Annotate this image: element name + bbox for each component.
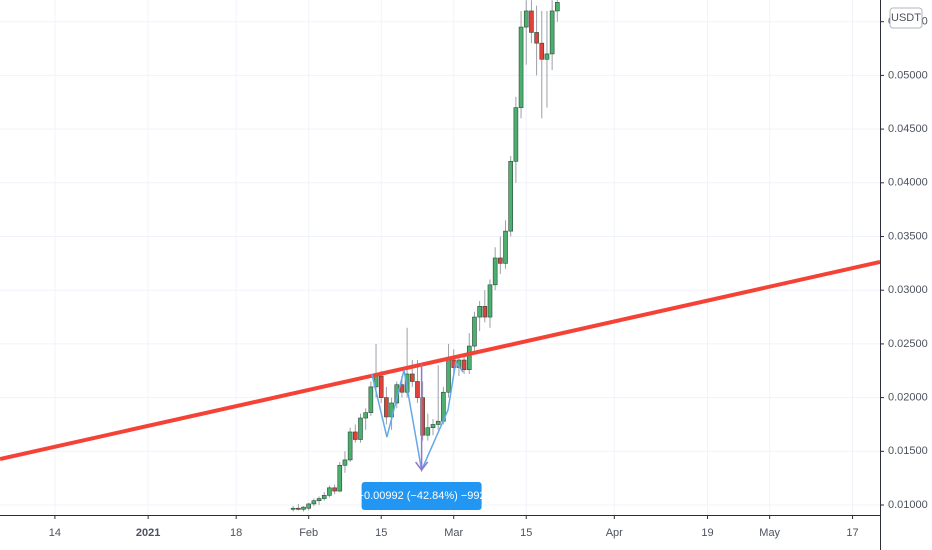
candle-body [508, 161, 514, 232]
x-tick-label: 19 [701, 527, 713, 539]
candle-body [472, 316, 477, 347]
candle-body [363, 412, 368, 419]
candle-body [555, 2, 560, 12]
grid [0, 0, 880, 515]
x-tick-label: Mar [444, 527, 463, 539]
trendline [0, 260, 881, 461]
candle-body [337, 464, 343, 492]
candle-body [446, 359, 451, 393]
candle-body [544, 53, 550, 60]
candle-body [466, 345, 472, 370]
candle-body [534, 32, 539, 44]
candle-body [529, 10, 534, 33]
candle-body [394, 384, 400, 404]
measure-label: −0.00992 (−42.84%) −992 [358, 490, 486, 502]
candle-body [518, 26, 524, 108]
candle-body [482, 306, 488, 318]
candle-body [296, 507, 301, 510]
candle-body [332, 487, 337, 492]
measure-arrow-head [415, 461, 429, 472]
candle-body [425, 427, 431, 436]
y-tick-label: 0.05000 [888, 69, 928, 81]
candle-body [342, 459, 348, 466]
candle-body [301, 506, 306, 510]
x-tick-label: Apr [606, 527, 623, 539]
x-tick-label: 17 [846, 527, 858, 539]
y-tick-label: 0.03000 [888, 284, 928, 296]
candle-body [409, 373, 415, 382]
candle-body [492, 257, 498, 286]
candle-body [503, 230, 508, 264]
candle-body [316, 498, 322, 502]
candle-body [549, 10, 555, 55]
candle-body [487, 284, 493, 318]
currency-label: USDT [891, 12, 921, 24]
candle-body [513, 107, 519, 162]
candle-body [404, 373, 410, 393]
candle-body [415, 381, 420, 398]
y-tick-label: 0.03500 [888, 230, 928, 242]
y-tick-label: 0.01000 [888, 499, 928, 511]
y-tick-label: 0.04000 [888, 177, 928, 189]
x-tick-label: Feb [299, 527, 318, 539]
x-tick-label: May [759, 527, 780, 539]
currency-badge [889, 7, 923, 29]
y-tick-label: 0.01500 [888, 445, 928, 457]
candle-body [498, 257, 503, 264]
candle-body [523, 10, 529, 28]
x-tick-label: 2021 [136, 527, 160, 539]
candle-body [461, 359, 467, 370]
candle-body [539, 42, 545, 60]
candle-body [430, 424, 436, 428]
candle-body [311, 500, 317, 505]
x-tick-label: 15 [520, 527, 532, 539]
measure-box [361, 481, 482, 510]
candle-body [290, 507, 296, 510]
y-tick-label: 0.02500 [888, 338, 928, 350]
candle-body [327, 487, 332, 496]
candle-body [477, 306, 482, 318]
candle-body [347, 431, 353, 461]
candle-body [306, 503, 311, 509]
y-tick-label: 0.04500 [888, 123, 928, 135]
x-tick-label: 14 [49, 527, 61, 539]
x-tick-label: 18 [230, 527, 242, 539]
marks [0, 0, 881, 512]
candle-body [321, 495, 327, 499]
candle-body [435, 420, 441, 425]
candle-body [384, 397, 389, 418]
candle-body [378, 375, 384, 398]
candle-body [368, 386, 374, 413]
candle-body [358, 417, 363, 440]
x-tick-label: 15 [375, 527, 387, 539]
candle-body [420, 397, 425, 436]
candle-body [353, 431, 358, 440]
labels: 14 2021 18 Feb 15 Mar 15 Apr 19 May 17 0.01000 0.015… [49, 7, 928, 539]
y-tick-label: 0.02000 [888, 392, 928, 404]
